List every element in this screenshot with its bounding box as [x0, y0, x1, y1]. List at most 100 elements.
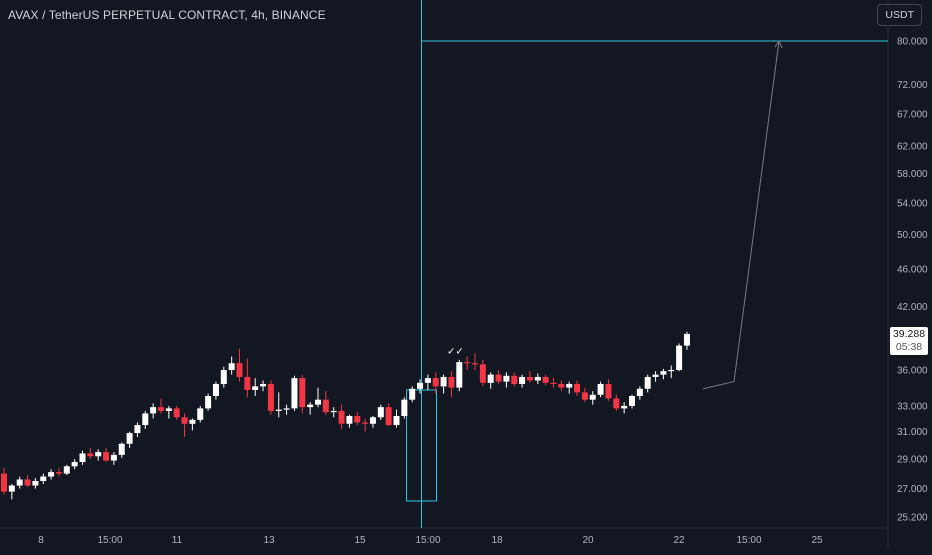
- candle-body: [260, 383, 267, 387]
- candle-body: [322, 399, 329, 413]
- y-tick-label: 33.000: [897, 401, 928, 412]
- candle-body: [134, 425, 141, 433]
- candle-body: [542, 376, 549, 383]
- candle-body: [621, 405, 628, 409]
- candle-body: [48, 472, 55, 477]
- candle-body: [330, 410, 337, 413]
- candle-body: [393, 415, 400, 426]
- entry-box: [406, 389, 437, 502]
- candle-body: [150, 407, 157, 414]
- candle-body: [424, 378, 431, 383]
- candle-body: [660, 371, 667, 375]
- candle-body: [495, 374, 502, 382]
- candle-body: [1, 473, 7, 492]
- candle-body: [283, 408, 290, 410]
- x-tick-label: 15:00: [736, 535, 761, 546]
- candle-body: [205, 396, 212, 409]
- candle-body: [142, 413, 149, 426]
- candle-body: [574, 383, 581, 393]
- candle-body: [613, 398, 620, 409]
- candle-body: [636, 388, 643, 397]
- candle-body: [448, 376, 455, 388]
- candle-body: [103, 452, 110, 461]
- candle-body: [597, 383, 604, 395]
- candle-body: [456, 362, 463, 388]
- candle-body: [158, 407, 164, 411]
- candle-body: [668, 370, 675, 372]
- candle-body: [464, 362, 471, 364]
- candle-body: [220, 370, 227, 384]
- y-tick-label: 50.000: [897, 230, 928, 241]
- x-tick-label: 15:00: [97, 535, 122, 546]
- candle-body: [377, 407, 384, 418]
- candle-body: [346, 415, 353, 424]
- candle-body: [8, 485, 15, 492]
- candle-body: [212, 383, 219, 397]
- candle-body: [126, 432, 133, 444]
- candle-body: [236, 363, 243, 377]
- y-tick-label: 67.000: [897, 110, 928, 121]
- candle-body: [110, 454, 117, 461]
- last-price-label: 39.288 05:38: [890, 327, 928, 355]
- candle-body: [87, 453, 94, 457]
- candle-body: [519, 376, 526, 384]
- candle-body: [566, 383, 573, 388]
- candle-body: [267, 383, 274, 411]
- x-tick-label: 13: [263, 535, 275, 546]
- candle-body: [503, 375, 510, 382]
- candle-body: [79, 453, 86, 462]
- y-tick-label: 42.000: [897, 302, 928, 313]
- candle-body: [401, 399, 408, 416]
- x-tick-label: 25: [811, 535, 823, 546]
- candle-body: [440, 376, 447, 387]
- y-tick-label: 25.200: [897, 513, 928, 524]
- candle-body: [644, 376, 651, 389]
- candle-body: [40, 476, 47, 482]
- x-tick-label: 15: [354, 535, 366, 546]
- candle-body: [71, 461, 78, 467]
- currency-button[interactable]: USDT: [877, 4, 922, 26]
- candle-body: [244, 376, 251, 390]
- candle-body: [55, 472, 62, 474]
- last-price-value: 39.288: [892, 328, 926, 340]
- candle-body: [32, 481, 39, 486]
- x-tick-label: 8: [38, 535, 44, 546]
- check-mark-icon: ✓✓: [447, 346, 464, 357]
- candle-body: [526, 376, 533, 381]
- candle-body: [487, 374, 494, 383]
- candle-countdown: 05:38: [895, 341, 923, 353]
- candle-body: [534, 376, 541, 381]
- candle-body: [472, 363, 478, 365]
- candle-body: [118, 443, 125, 455]
- y-tick-label: 58.000: [897, 169, 928, 180]
- candle-body: [417, 382, 424, 389]
- candle-body: [299, 378, 306, 408]
- candle-body: [63, 466, 70, 474]
- chart-title: AVAX / TetherUS PERPETUAL CONTRACT, 4h, …: [8, 8, 326, 22]
- candle-body: [197, 408, 204, 420]
- candle-body: [629, 396, 635, 406]
- candle-body: [307, 404, 314, 408]
- candle-body: [385, 407, 392, 426]
- candle-body: [275, 409, 282, 411]
- y-tick-label: 72.000: [897, 80, 928, 91]
- candle-body: [338, 410, 345, 424]
- y-tick-label: 54.000: [897, 198, 928, 209]
- candle-body: [16, 479, 23, 486]
- x-tick-label: 18: [491, 535, 503, 546]
- candle-body: [252, 386, 259, 390]
- x-tick-label: 15:00: [415, 535, 440, 546]
- y-tick-label: 36.000: [897, 366, 928, 377]
- candle-body: [581, 392, 588, 400]
- candle-body: [432, 378, 439, 387]
- candle-body: [95, 452, 102, 457]
- candle-body: [189, 419, 196, 424]
- projection-path: [702, 40, 780, 390]
- candle-body: [315, 399, 321, 405]
- projection-arrowhead: [774, 39, 783, 49]
- candle-body: [165, 408, 172, 411]
- candle-body: [362, 422, 369, 424]
- candle-body: [409, 388, 416, 400]
